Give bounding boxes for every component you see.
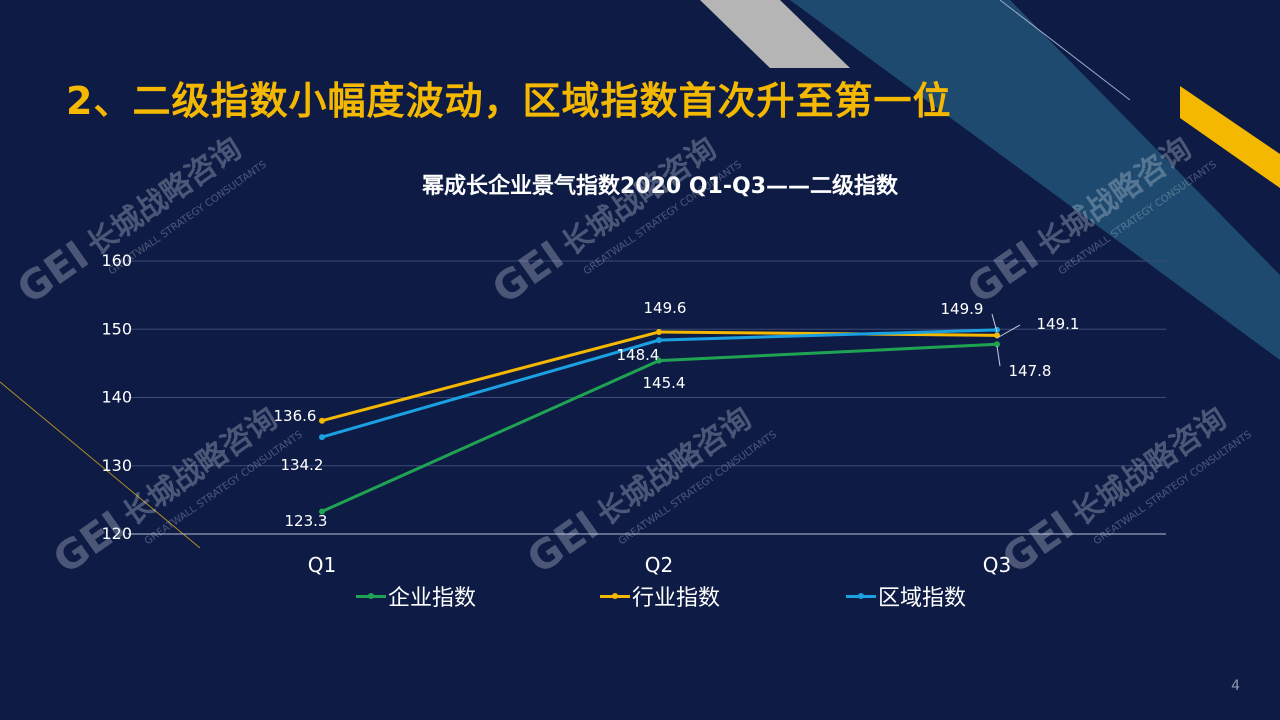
chart-legend: 企业指数 行业指数 区域指数 bbox=[0, 580, 1280, 616]
data-point[interactable] bbox=[656, 328, 662, 335]
data-label: 145.4 bbox=[643, 374, 686, 392]
data-label: 149.9 bbox=[941, 300, 984, 318]
data-point[interactable] bbox=[994, 326, 1000, 333]
data-point[interactable] bbox=[319, 508, 325, 515]
grey-stripe bbox=[700, 0, 850, 68]
data-label: 123.3 bbox=[285, 512, 328, 530]
data-label: 136.6 bbox=[274, 407, 317, 425]
x-tick-label: Q3 bbox=[983, 553, 1011, 577]
legend-swatch-industry bbox=[600, 592, 630, 599]
data-label: 149.6 bbox=[644, 299, 687, 317]
gold-stripe bbox=[1180, 86, 1280, 188]
x-axis-ticks: Q1 Q2 Q3 bbox=[308, 553, 1011, 577]
y-axis-ticks: 120 130 140 150 160 bbox=[101, 251, 132, 543]
data-label: 149.1 bbox=[1037, 315, 1080, 333]
teal-stripe bbox=[790, 0, 1280, 360]
leader-line bbox=[996, 324, 1021, 339]
data-point[interactable] bbox=[656, 337, 662, 344]
legend-item-enterprise[interactable]: 企业指数 bbox=[356, 580, 476, 612]
gold-diagonal-line bbox=[0, 381, 201, 549]
thin-diagonal-line bbox=[999, 0, 1131, 101]
data-point[interactable] bbox=[319, 417, 325, 424]
y-tick-label: 160 bbox=[101, 251, 132, 270]
data-label: 147.8 bbox=[1009, 362, 1052, 380]
data-label: 148.4 bbox=[617, 346, 660, 364]
legend-item-industry[interactable]: 行业指数 bbox=[600, 580, 720, 612]
data-point[interactable] bbox=[656, 357, 662, 364]
data-label: 134.2 bbox=[281, 456, 324, 474]
leader-line bbox=[996, 345, 1001, 367]
x-tick-label: Q2 bbox=[645, 553, 673, 577]
data-labels: 123.3 145.4 147.8 136.6 149.6 149.1 134.2 148.4… bbox=[274, 299, 1080, 530]
legend-label-region: 区域指数 bbox=[878, 586, 967, 611]
data-point[interactable] bbox=[994, 341, 1000, 348]
legend-label-enterprise: 企业指数 bbox=[388, 586, 477, 611]
legend-swatch-region bbox=[846, 592, 876, 599]
series-lines bbox=[319, 326, 1000, 515]
page-number: 4 bbox=[1231, 678, 1240, 694]
x-tick-label: Q1 bbox=[308, 553, 336, 577]
slide-heading: 2、二级指数小幅度波动，区域指数首次升至第一位 bbox=[66, 79, 952, 123]
y-tick-label: 150 bbox=[101, 319, 132, 338]
series-line bbox=[321, 342, 998, 513]
legend-label-industry: 行业指数 bbox=[632, 586, 721, 611]
leader-line bbox=[991, 313, 998, 333]
y-tick-label: 140 bbox=[101, 388, 132, 407]
data-point[interactable] bbox=[319, 434, 325, 441]
y-tick-label: 130 bbox=[101, 456, 132, 475]
legend-item-region[interactable]: 区域指数 bbox=[846, 580, 966, 612]
y-tick-label: 120 bbox=[101, 524, 132, 543]
legend-swatch-enterprise bbox=[356, 592, 386, 599]
chart-title: 幂成长企业景气指数2020 Q1-Q3——二级指数 bbox=[421, 174, 899, 199]
